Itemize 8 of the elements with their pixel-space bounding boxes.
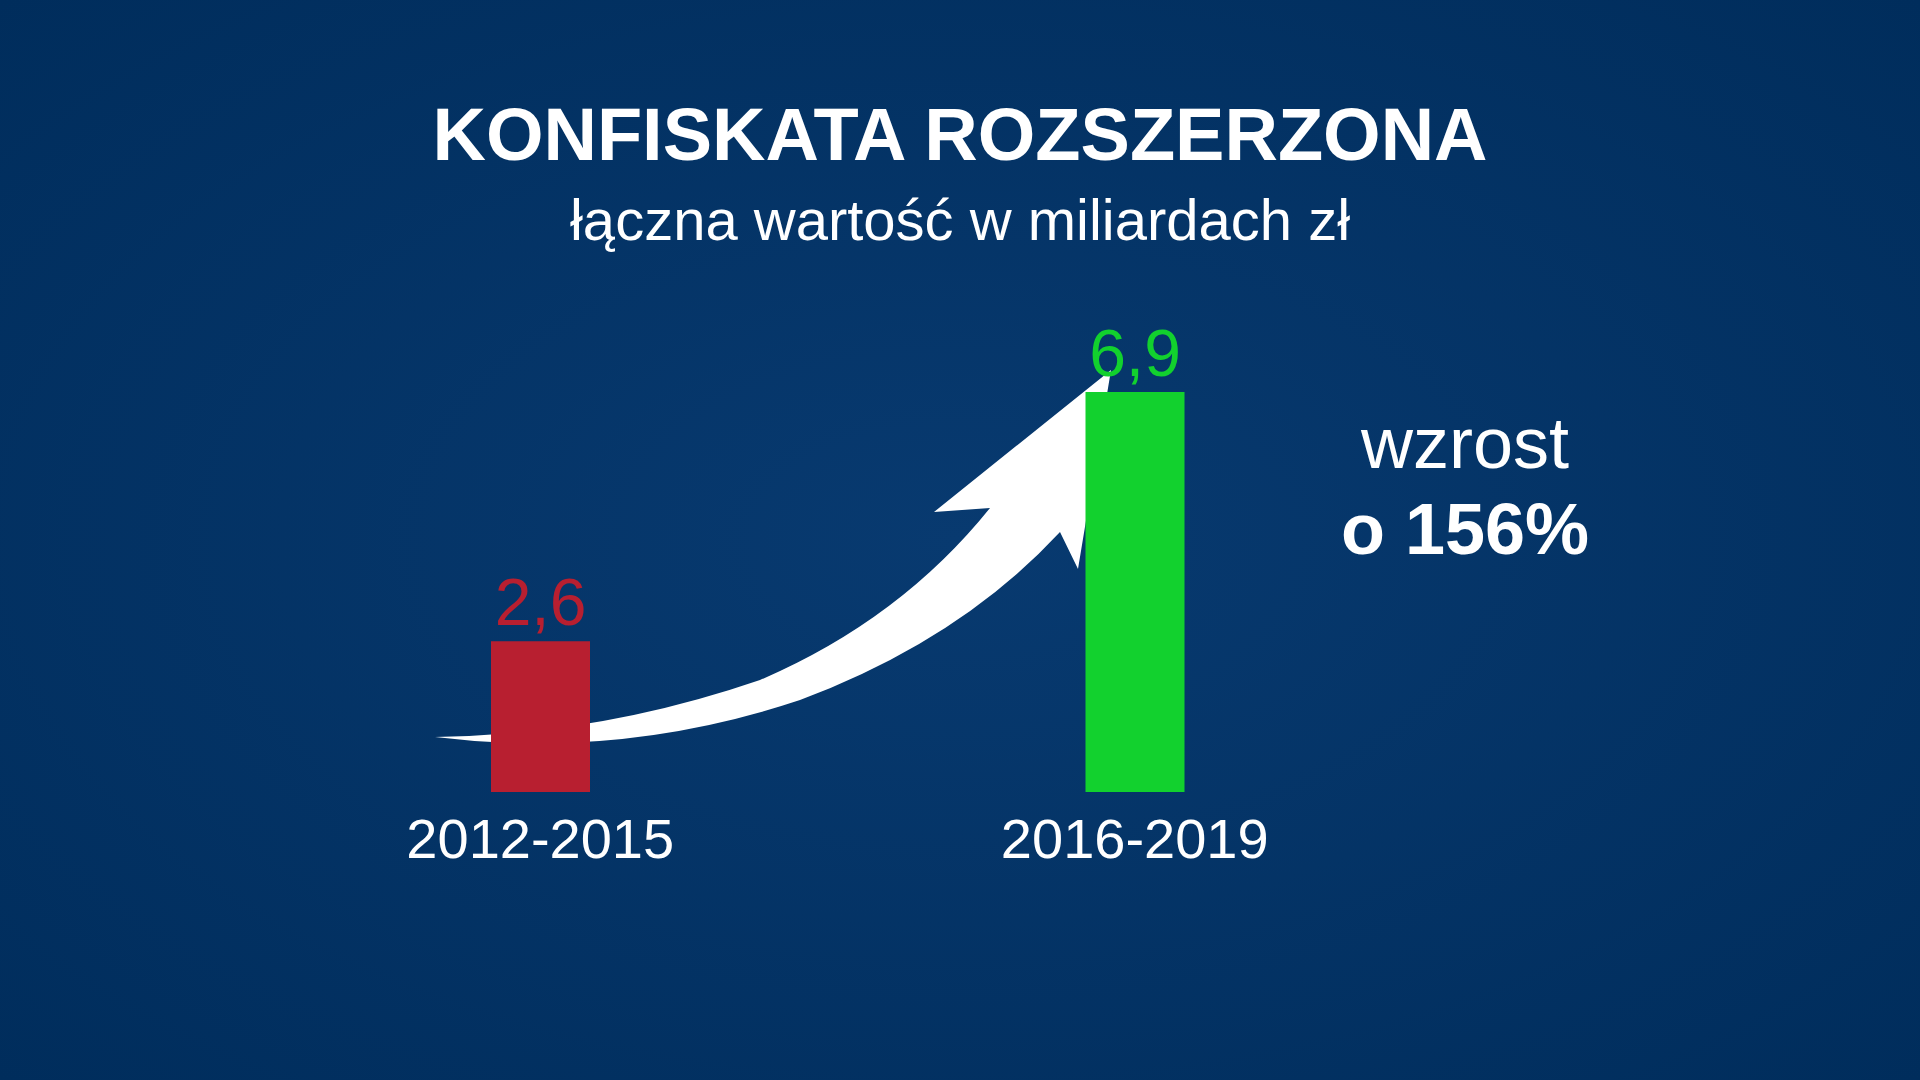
chart-subtitle: łączna wartość w miliardach zł: [569, 186, 1351, 253]
annotation: wzrost: [1360, 402, 1570, 485]
chart-title: KONFISKATA ROZSZERZONA: [431, 92, 1489, 177]
data-label: 2,6: [494, 565, 587, 640]
x-tick-label: 2012-2015: [406, 806, 675, 870]
data-label: 6,9: [1089, 316, 1181, 390]
annotation: o 156%: [1339, 488, 1591, 571]
x-tick-label: 2016-2019: [1000, 806, 1269, 870]
